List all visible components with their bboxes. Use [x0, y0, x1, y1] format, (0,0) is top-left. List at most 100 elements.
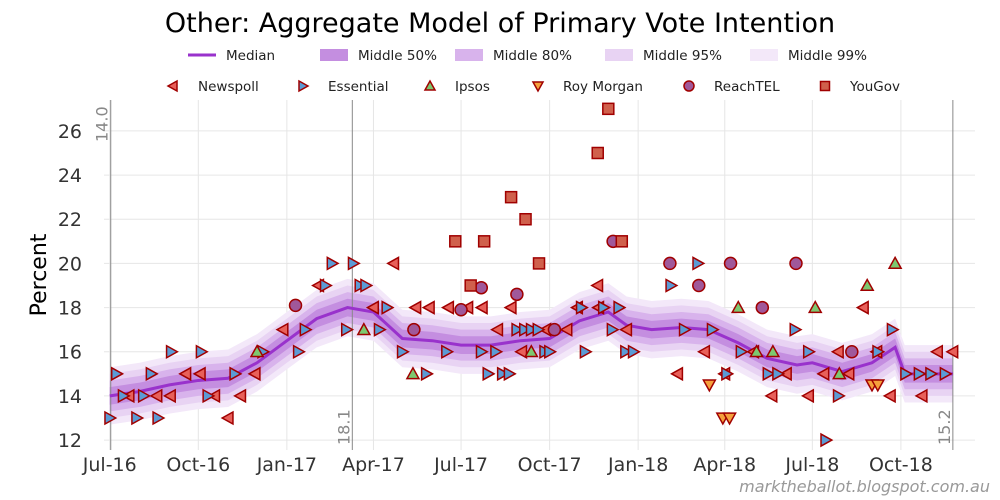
poll-point-yougov — [532, 257, 546, 270]
poll-point-roy-morgan — [722, 412, 737, 426]
x-tick-label: Apr-17 — [342, 454, 405, 476]
x-tick-label: Jan-18 — [607, 454, 668, 476]
legend-marker-roy-morgan — [531, 81, 545, 93]
poll-point-reachtel — [755, 300, 770, 315]
poll-point-essential — [110, 366, 125, 382]
poll-point-ipsos — [524, 344, 539, 358]
poll-point-essential — [613, 300, 627, 315]
poll-point-essential — [373, 322, 387, 337]
poll-point-reachtel — [663, 256, 677, 271]
poll-point-ipsos — [405, 366, 421, 380]
poll-point-essential — [519, 322, 533, 337]
x-tick-label: Jul-17 — [433, 454, 488, 476]
poll-point-essential — [511, 322, 525, 337]
poll-point-reachtel — [510, 287, 524, 302]
poll-point-essential — [802, 344, 817, 360]
reference-label: 18.1 — [334, 409, 353, 445]
poll-point-reachtel — [845, 344, 859, 359]
y-tick-label: 18 — [58, 298, 82, 320]
legend-label: Middle 95% — [643, 48, 722, 64]
poll-point-newspoll — [841, 366, 855, 382]
poll-point-essential — [292, 344, 306, 360]
legend-marker-yougov — [819, 80, 831, 92]
poll-point-ipsos — [749, 344, 764, 358]
poll-point-newspoll — [365, 300, 380, 315]
x-tick-label: Oct-17 — [518, 454, 582, 476]
poll-point-newspoll — [149, 388, 163, 404]
watermark: marktheballot.blogspot.com.au — [739, 477, 990, 496]
poll-point-newspoll — [474, 300, 488, 315]
poll-point-essential — [544, 344, 558, 360]
legend-marker-essential — [298, 79, 310, 93]
x-tick-label: Apr-18 — [693, 454, 756, 476]
poll-point-roy-morgan — [702, 379, 717, 393]
legend-label: Middle 80% — [493, 48, 572, 64]
poll-point-essential — [627, 344, 641, 360]
poll-point-newspoll — [162, 388, 176, 404]
band-middle-50- — [109, 298, 953, 405]
x-tick-label: Oct-18 — [869, 454, 933, 476]
poll-point-essential — [620, 344, 634, 360]
y-tick-label: 24 — [58, 165, 82, 187]
poll-point-newspoll — [503, 300, 517, 315]
poll-point-newspoll — [800, 388, 815, 404]
poll-point-newspoll — [816, 366, 830, 382]
poll-point-newspoll — [441, 300, 455, 315]
poll-point-essential — [900, 366, 914, 382]
poll-point-essential — [735, 344, 749, 360]
poll-point-newspoll — [421, 300, 435, 315]
poll-point-essential — [665, 278, 679, 293]
poll-point-newspoll — [590, 278, 604, 293]
poll-point-essential — [939, 366, 953, 382]
x-tick-label: Oct-16 — [166, 454, 230, 476]
poll-point-essential — [165, 344, 179, 360]
legend: Median Middle 50% Middle 80% Middle 95% Midd… — [166, 48, 900, 95]
poll-point-newspoll — [275, 322, 289, 337]
legend-band-swatch — [750, 49, 778, 61]
legend-label: Middle 50% — [358, 48, 437, 64]
poll-point-newspoll — [929, 344, 944, 360]
poll-point-yougov — [464, 279, 477, 292]
poll-point-ipsos — [249, 344, 265, 358]
reference-label: 15.2 — [935, 409, 954, 445]
legend-band-swatch — [320, 49, 348, 61]
poll-point-essential — [490, 344, 504, 360]
y-tick-label: 12 — [58, 430, 82, 452]
poll-point-essential — [137, 388, 152, 404]
poll-point-essential — [820, 432, 834, 448]
poll-point-yougov — [591, 146, 604, 160]
poll-point-yougov — [504, 190, 518, 204]
poll-point-essential — [340, 322, 355, 337]
poll-point-essential — [152, 410, 166, 426]
poll-point-yougov — [602, 102, 615, 116]
legend-marker-reachtel — [683, 80, 695, 92]
y-axis-label: Percent — [27, 233, 52, 316]
poll-point-newspoll — [619, 322, 633, 337]
poll-point-essential — [381, 300, 395, 315]
legend-label: Newspoll — [198, 79, 259, 95]
poll-point-newspoll — [247, 366, 261, 382]
legend-band-swatch — [455, 49, 483, 61]
poll-point-yougov — [615, 235, 629, 248]
poll-point-ipsos — [887, 255, 903, 269]
poll-point-essential — [299, 322, 313, 337]
poll-point-essential — [872, 344, 886, 360]
median-path — [109, 306, 953, 398]
poll-point-reachtel — [547, 322, 562, 337]
poll-point-essential — [721, 366, 735, 382]
poll-point-essential — [202, 388, 216, 404]
x-tick-label: Jul-18 — [784, 454, 839, 476]
poll-point-newspoll — [559, 322, 573, 337]
poll-point-essential — [496, 366, 510, 382]
median-line — [109, 306, 953, 398]
poll-point-essential — [606, 322, 620, 337]
y-tick-label: 20 — [58, 253, 82, 275]
poll-point-reachtel — [692, 278, 706, 293]
poll-point-newspoll — [855, 300, 869, 315]
legend-marker-newspoll — [166, 79, 178, 93]
poll-point-essential — [420, 366, 434, 382]
poll-point-reachtel — [789, 256, 803, 271]
poll-point-essential — [319, 278, 333, 293]
poll-point-newspoll — [830, 344, 844, 360]
